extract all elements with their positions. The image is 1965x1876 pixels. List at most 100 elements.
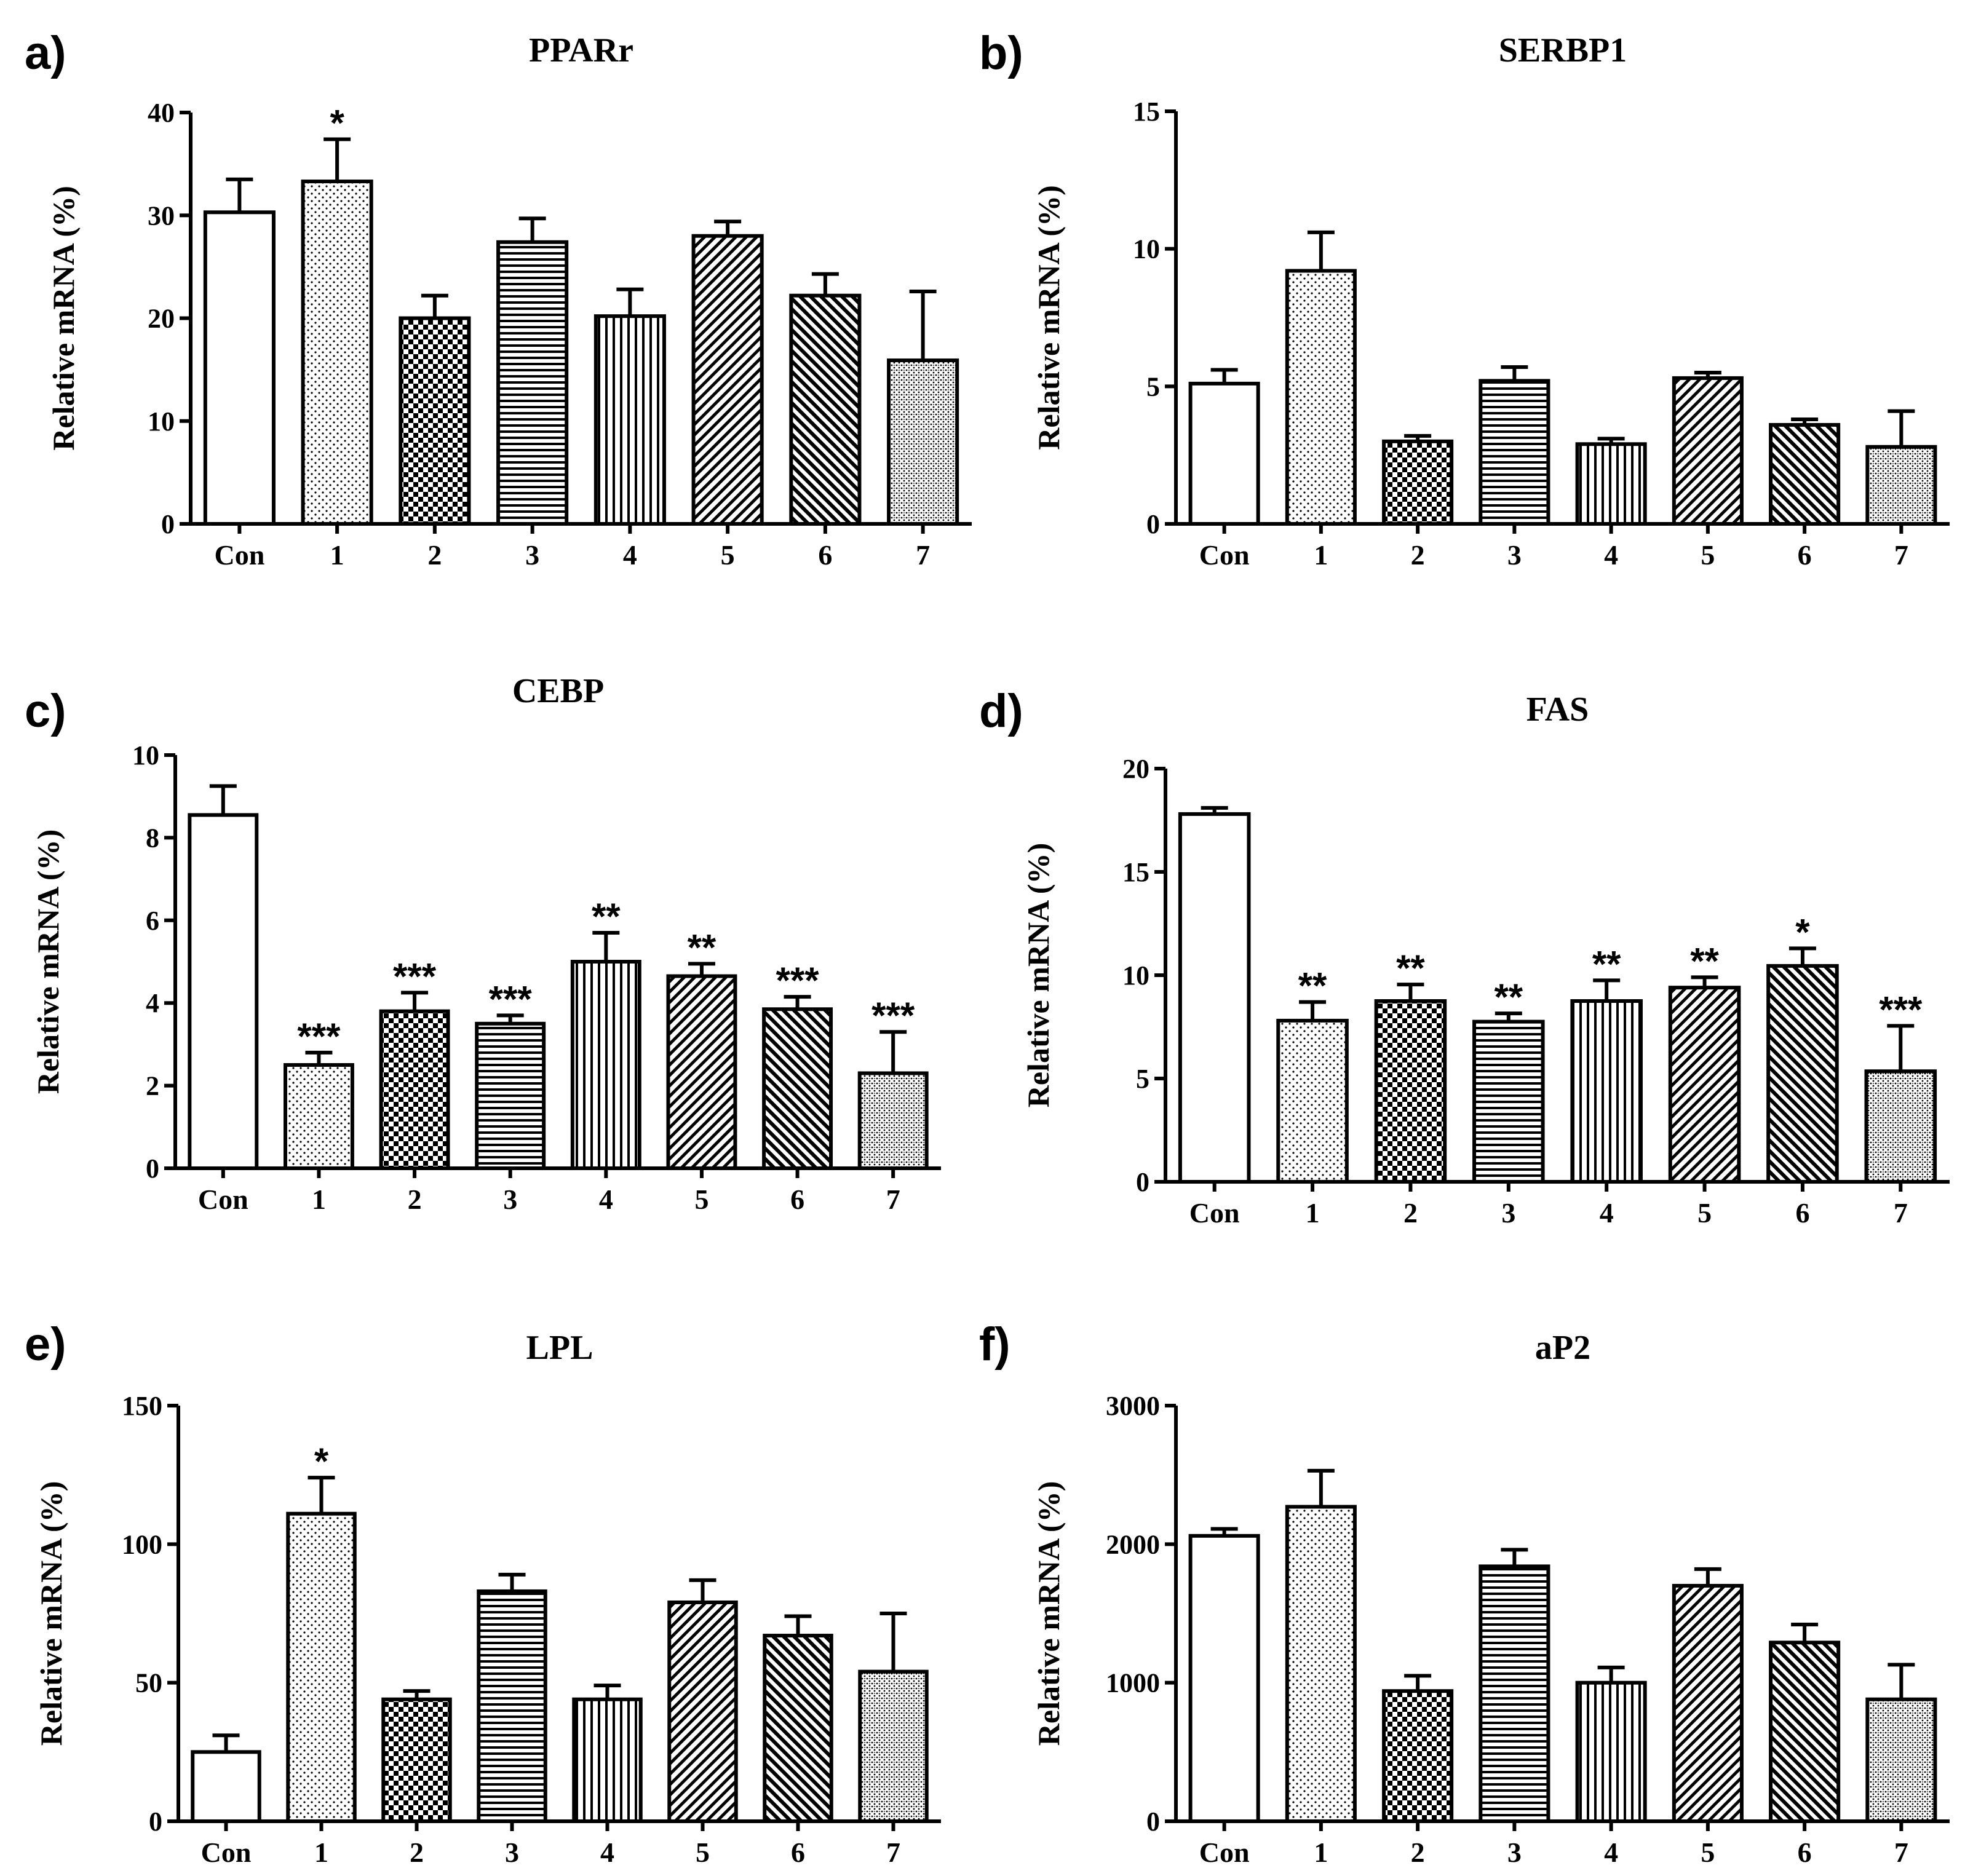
bar-4 [570, 960, 641, 1170]
significance-marker: ** [1592, 943, 1621, 984]
bar-1 [1285, 269, 1357, 526]
x-tick-label: 3 [1507, 1837, 1522, 1868]
x-tick-label: 5 [721, 539, 735, 571]
y-tick-label: 0 [146, 1154, 159, 1184]
significance-marker: * [314, 1441, 329, 1482]
bar-6 [1769, 1641, 1841, 1824]
chart-title: LPL [526, 1329, 593, 1367]
x-tick-label: 6 [1798, 539, 1812, 571]
bar-con [1178, 812, 1251, 1184]
significance-marker: *** [489, 978, 533, 1019]
significance-marker: *** [1879, 989, 1923, 1030]
bar-2 [379, 1009, 450, 1171]
x-tick-label: 2 [410, 1837, 424, 1868]
panel-f: f) aP2 Relative mRNA (%) 0 1000 2000 3000 Con 1 2… [979, 1318, 1950, 1868]
y-axis-label: Relative mRNA (%) [34, 1481, 68, 1746]
x-tick-label: 6 [818, 539, 832, 571]
bar-7 [1865, 1697, 1937, 1824]
y-tick-label: 0 [1146, 1807, 1160, 1837]
y-tick-label: 20 [1122, 754, 1149, 784]
bar-6 [762, 1007, 833, 1171]
y-tick-label: 150 [122, 1391, 162, 1421]
y-axis-label: Relative mRNA (%) [1021, 843, 1055, 1107]
x-tick-label: 2 [427, 539, 442, 571]
bar-7 [858, 1669, 929, 1823]
panel-letter: c) [25, 685, 66, 737]
bar-con [203, 210, 276, 526]
significance-marker: *** [776, 960, 820, 1001]
significance-marker: ** [592, 896, 621, 937]
y-tick-label: 6 [146, 906, 159, 936]
x-tick-label: 1 [330, 539, 344, 571]
significance-marker: ** [1396, 948, 1425, 989]
bar-1 [1276, 1018, 1349, 1184]
bar-6 [1766, 964, 1839, 1184]
chart-title: SERBP1 [1499, 31, 1627, 69]
x-tick-label: 5 [696, 1837, 710, 1868]
chart-title: CEBP [512, 672, 604, 710]
bar-5 [1672, 376, 1744, 526]
bar-3 [1472, 1019, 1545, 1184]
panel-c: c) CEBP Relative mRNA (%) 0 2 4 6 8 10 Con 1 *** 2 **… [25, 672, 941, 1215]
significance-marker: ** [1494, 976, 1523, 1018]
y-tick-label: 10 [132, 740, 159, 770]
x-tick-label: 7 [1894, 1197, 1908, 1229]
x-tick-label: 1 [1314, 539, 1328, 571]
x-tick-label: 4 [623, 539, 637, 571]
y-tick-label: 10 [1133, 234, 1160, 264]
bar-7 [857, 1071, 929, 1170]
y-tick-label: 0 [1146, 509, 1160, 539]
bar-4 [593, 314, 666, 526]
y-tick-label: 0 [161, 509, 175, 539]
x-tick-label: 3 [1501, 1197, 1515, 1229]
bar-4 [1570, 999, 1643, 1184]
x-tick-label: 6 [1795, 1197, 1809, 1229]
panel-letter: d) [979, 685, 1023, 737]
x-tick-label: 6 [791, 1837, 805, 1868]
y-tick-label: 2 [146, 1071, 159, 1101]
x-tick-label: 1 [314, 1837, 328, 1868]
x-tick-label: 7 [1894, 539, 1908, 571]
y-tick-label: 50 [135, 1668, 162, 1698]
panel-letter: a) [25, 27, 66, 79]
y-tick-label: 40 [148, 98, 175, 128]
bar-7 [1864, 1069, 1937, 1184]
bar-4 [1575, 442, 1647, 526]
x-tick-label: 1 [1306, 1197, 1320, 1229]
panel-b: b) SERBP1 Relative mRNA (%) 0 5 10 15 Con 1 2 3 4 5 6… [979, 27, 1950, 571]
x-tick-label: 6 [1798, 1837, 1812, 1868]
x-tick-label: 3 [505, 1837, 519, 1868]
x-tick-label: 3 [525, 539, 539, 571]
y-tick-label: 5 [1146, 371, 1160, 402]
x-tick-label: 6 [790, 1184, 804, 1215]
chart-title: PPARr [529, 31, 633, 69]
x-tick-label: 4 [599, 1184, 613, 1215]
x-tick-label: 5 [1701, 1837, 1715, 1868]
bar-4 [572, 1697, 643, 1824]
y-tick-label: 10 [148, 406, 175, 437]
bar-3 [1479, 379, 1550, 526]
bar-5 [667, 1600, 738, 1824]
bar-3 [475, 1021, 546, 1171]
bar-7 [887, 358, 959, 526]
bar-1 [301, 180, 373, 526]
significance-marker: ** [1298, 965, 1327, 1007]
x-tick-label: 2 [1411, 1837, 1425, 1868]
bar-con [191, 1750, 261, 1823]
y-tick-label: 8 [146, 823, 159, 853]
bar-con [188, 813, 259, 1170]
significance-marker: ** [688, 927, 717, 968]
panel-d: d) FAS Relative mRNA (%) 0 5 10 15 20 Con 1 ** 2 ** 3… [979, 685, 1950, 1229]
significance-marker: * [1795, 911, 1810, 952]
y-tick-label: 0 [1136, 1167, 1149, 1197]
x-tick-label: Con [214, 539, 264, 571]
y-axis-label: Relative mRNA (%) [1031, 185, 1066, 449]
panel-e: e) LPL Relative mRNA (%) 0 50 100 150 Con 1 * 2 3 4 5… [25, 1318, 941, 1868]
bar-con [1188, 1534, 1260, 1823]
bar-6 [789, 293, 862, 526]
x-tick-label: 5 [694, 1184, 709, 1215]
y-axis-label: Relative mRNA (%) [46, 186, 81, 450]
bar-7 [1865, 445, 1937, 526]
x-tick-label: 4 [600, 1837, 614, 1868]
bar-1 [283, 1063, 354, 1170]
